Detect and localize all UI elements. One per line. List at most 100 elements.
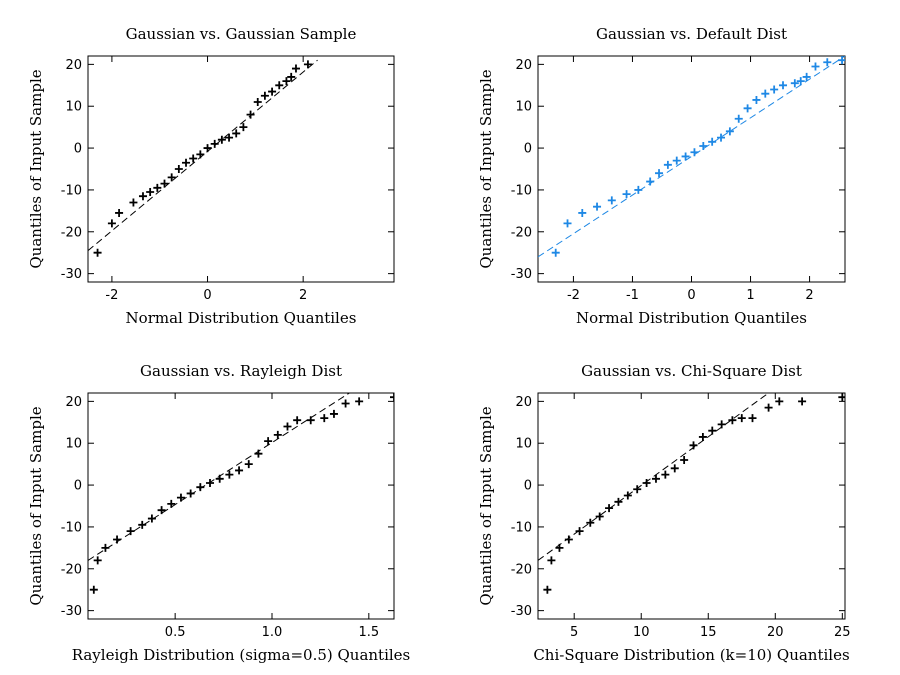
- data-point: [303, 60, 312, 69]
- data-point: [101, 543, 110, 552]
- x-tick-label: -2: [567, 288, 580, 303]
- data-point: [717, 420, 726, 429]
- data-point: [607, 196, 616, 205]
- data-point: [176, 493, 185, 502]
- data-point: [728, 416, 737, 425]
- data-point: [748, 414, 757, 423]
- y-tick-label: -30: [61, 604, 82, 619]
- x-tick-label: -2: [105, 288, 118, 303]
- y-tick-label: -30: [511, 267, 532, 282]
- data-point: [113, 535, 122, 544]
- y-tick-label: 10: [515, 100, 532, 115]
- x-tick-label: -1: [626, 288, 639, 303]
- data-point: [153, 183, 162, 192]
- data-point: [206, 478, 215, 487]
- data-point: [661, 470, 670, 479]
- plot-frame: [87, 392, 395, 620]
- reference-line: [88, 59, 318, 251]
- data-point: [293, 416, 302, 425]
- data-point: [217, 135, 226, 144]
- data-point: [593, 202, 602, 211]
- data-point: [605, 504, 614, 513]
- data-point: [796, 77, 805, 86]
- data-point: [564, 535, 573, 544]
- qq-panel-4: Gaussian vs. Chi-Square Dist -30 -20 -10 0 10…: [477, 362, 851, 664]
- x-tick-label: 10: [633, 625, 650, 640]
- data-point: [575, 527, 584, 536]
- data-point: [708, 137, 717, 146]
- data-point: [670, 464, 679, 473]
- data-point: [260, 91, 269, 100]
- data-point: [282, 77, 291, 86]
- data-point: [89, 585, 98, 594]
- data-point: [547, 556, 556, 565]
- data-point: [203, 144, 212, 153]
- data-point: [838, 393, 845, 402]
- data-point: [93, 556, 102, 565]
- data-point: [698, 432, 707, 441]
- data-point: [672, 156, 681, 165]
- data-point: [225, 133, 234, 142]
- data-point: [779, 81, 788, 90]
- x-tick-label: 0: [203, 288, 211, 303]
- data-point: [174, 165, 183, 173]
- y-tick-label: -20: [511, 225, 532, 240]
- y-tick-label: 10: [515, 437, 532, 452]
- data-point: [182, 158, 191, 167]
- data-point: [770, 85, 779, 94]
- data-point: [563, 219, 572, 228]
- data-point: [586, 518, 595, 527]
- x-tick-label: 0.5: [165, 625, 186, 640]
- data-point: [232, 129, 241, 138]
- data-point: [329, 409, 338, 418]
- y-tick-label: -10: [61, 520, 82, 535]
- data-point: [708, 426, 717, 435]
- data-point: [215, 474, 224, 483]
- data-point: [253, 98, 262, 107]
- x-tick-label: 1.0: [262, 625, 283, 640]
- data-point: [146, 188, 155, 197]
- data-point: [167, 173, 176, 182]
- x-tick-label: 0: [687, 288, 695, 303]
- data-point: [761, 89, 770, 98]
- data-point: [306, 416, 315, 425]
- y-tick-label: 0: [74, 142, 82, 157]
- data-point: [235, 466, 244, 475]
- x-axis-label: Chi-Square Distribution (k=10) Quantiles: [533, 646, 849, 664]
- data-point: [717, 133, 726, 142]
- data-point: [646, 177, 655, 186]
- data-point: [196, 483, 205, 492]
- qq-panel-1: Gaussian vs. Gaussian Sample-30-20-10010…: [27, 25, 395, 327]
- data-point: [823, 58, 832, 67]
- data-point: [838, 56, 845, 65]
- y-tick-label: 0: [524, 479, 532, 494]
- plot-area: [88, 393, 394, 594]
- y-tick-label: -30: [511, 604, 532, 619]
- x-tick-label: 20: [767, 625, 784, 640]
- chart-title: Gaussian vs. Gaussian Sample: [126, 25, 357, 43]
- data-point: [622, 190, 631, 199]
- data-point: [287, 72, 296, 81]
- x-tick-label: 5: [570, 625, 578, 640]
- data-point: [246, 110, 255, 119]
- data-point: [743, 104, 752, 113]
- data-point: [390, 393, 394, 402]
- data-point: [273, 430, 282, 439]
- data-point: [633, 485, 642, 494]
- y-tick-label: -10: [511, 183, 532, 198]
- data-point: [614, 497, 623, 506]
- y-tick-label: 0: [74, 479, 82, 494]
- data-point: [737, 414, 746, 423]
- data-point: [543, 585, 552, 594]
- x-tick-label: 15: [700, 625, 717, 640]
- y-axis-label: Quantiles of Input Sample: [27, 69, 45, 268]
- y-tick-label: 10: [65, 437, 82, 452]
- plot-frame: [87, 55, 395, 283]
- data-point: [655, 169, 664, 178]
- y-tick-label: 20: [65, 395, 82, 410]
- data-point: [283, 422, 292, 431]
- data-point: [689, 441, 698, 450]
- data-point: [210, 139, 219, 148]
- data-point: [578, 208, 587, 217]
